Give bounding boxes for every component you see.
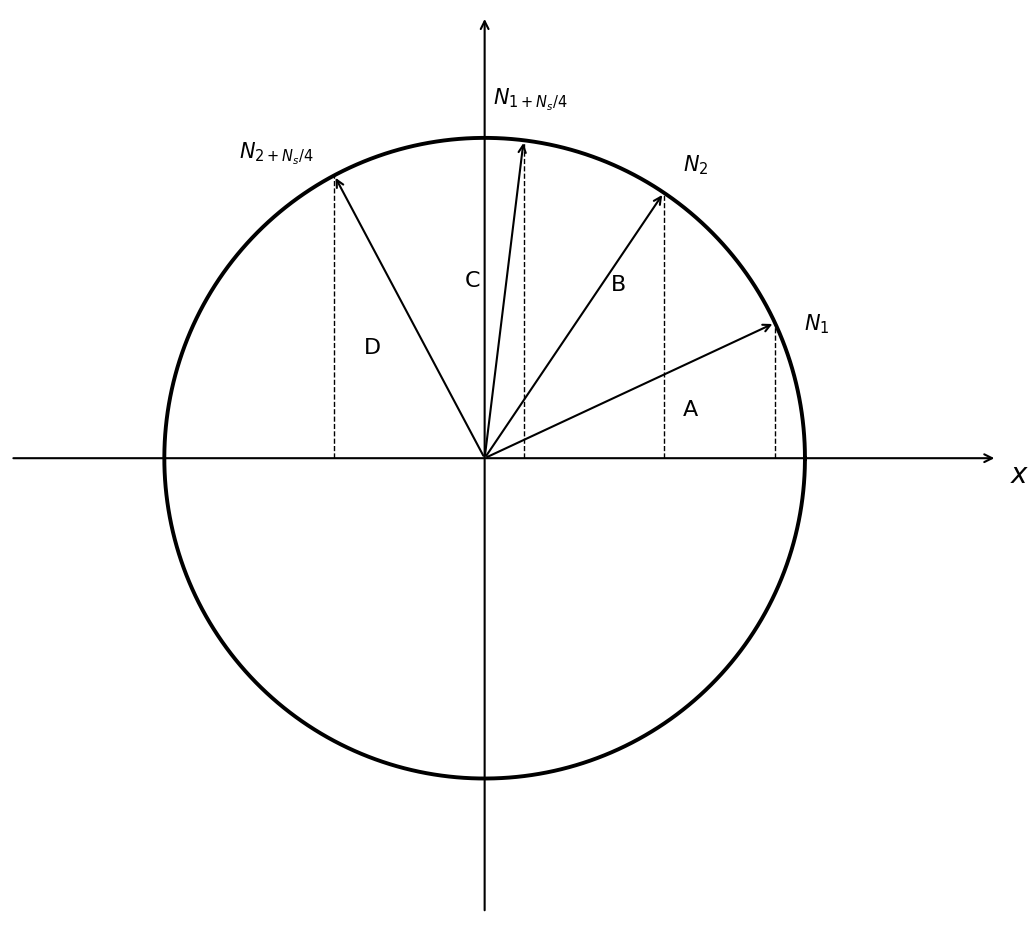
Text: $N_{2+N_s/4}$: $N_{2+N_s/4}$ (240, 141, 314, 167)
Text: B: B (611, 275, 626, 295)
Text: $x$: $x$ (1009, 461, 1028, 489)
Text: $N_2$: $N_2$ (683, 153, 708, 176)
Text: A: A (684, 400, 698, 420)
Text: $N_1$: $N_1$ (804, 311, 830, 336)
Text: D: D (364, 337, 380, 358)
Text: C: C (465, 271, 480, 291)
Text: $N_{1+N_s/4}$: $N_{1+N_s/4}$ (492, 86, 567, 112)
